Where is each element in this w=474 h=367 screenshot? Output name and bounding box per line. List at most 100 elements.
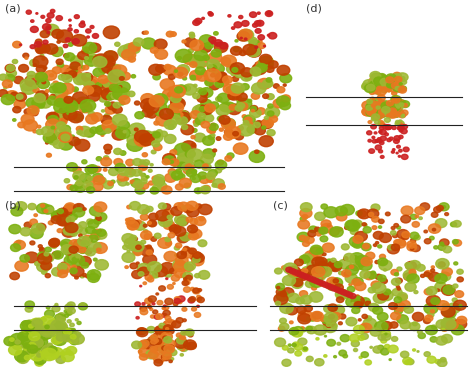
Circle shape	[412, 322, 417, 326]
Circle shape	[371, 98, 383, 106]
Circle shape	[168, 74, 175, 79]
Circle shape	[190, 218, 198, 225]
Circle shape	[183, 272, 192, 280]
Circle shape	[378, 109, 385, 115]
Circle shape	[457, 277, 464, 282]
Circle shape	[170, 150, 177, 155]
Circle shape	[135, 112, 144, 119]
Circle shape	[98, 177, 106, 184]
Circle shape	[30, 219, 37, 225]
Circle shape	[439, 272, 451, 281]
Circle shape	[398, 128, 400, 130]
Circle shape	[257, 12, 260, 14]
Circle shape	[167, 319, 172, 323]
Circle shape	[21, 83, 36, 94]
Circle shape	[392, 149, 395, 150]
Circle shape	[344, 253, 355, 261]
Circle shape	[87, 165, 98, 173]
Circle shape	[345, 273, 357, 283]
Circle shape	[288, 344, 291, 346]
Circle shape	[58, 101, 66, 107]
Circle shape	[11, 92, 18, 97]
Circle shape	[51, 320, 66, 332]
Circle shape	[64, 203, 75, 211]
Circle shape	[25, 306, 33, 312]
Circle shape	[229, 86, 242, 95]
Circle shape	[219, 167, 223, 170]
Circle shape	[163, 305, 169, 310]
Circle shape	[6, 91, 18, 101]
Circle shape	[149, 95, 164, 107]
Circle shape	[140, 99, 156, 111]
Circle shape	[257, 68, 260, 70]
Circle shape	[46, 19, 51, 23]
Circle shape	[374, 109, 383, 116]
Circle shape	[185, 329, 194, 336]
Circle shape	[410, 214, 417, 219]
Circle shape	[188, 49, 193, 53]
Circle shape	[182, 84, 197, 95]
Circle shape	[176, 318, 183, 323]
Circle shape	[72, 257, 79, 262]
Circle shape	[205, 43, 213, 49]
Circle shape	[79, 23, 85, 28]
Circle shape	[27, 106, 39, 115]
Circle shape	[223, 133, 233, 140]
Circle shape	[59, 127, 66, 132]
Circle shape	[171, 98, 183, 107]
Circle shape	[354, 348, 357, 352]
Circle shape	[417, 264, 425, 271]
Circle shape	[173, 302, 178, 306]
Circle shape	[451, 325, 464, 335]
Circle shape	[404, 306, 413, 313]
Circle shape	[40, 247, 43, 250]
Circle shape	[57, 339, 63, 343]
Circle shape	[71, 56, 83, 66]
Circle shape	[210, 82, 219, 90]
Circle shape	[163, 310, 170, 316]
Circle shape	[58, 119, 67, 125]
Circle shape	[223, 76, 232, 83]
Circle shape	[86, 53, 97, 62]
Circle shape	[378, 114, 383, 117]
Circle shape	[73, 255, 80, 260]
Circle shape	[207, 174, 211, 177]
Circle shape	[24, 323, 34, 331]
Circle shape	[229, 96, 232, 99]
Circle shape	[380, 130, 386, 135]
Circle shape	[237, 98, 252, 110]
Circle shape	[399, 86, 402, 88]
Circle shape	[310, 277, 317, 282]
Circle shape	[174, 298, 181, 304]
Circle shape	[396, 152, 398, 154]
Circle shape	[300, 291, 308, 297]
Circle shape	[111, 65, 120, 72]
Circle shape	[180, 353, 183, 356]
Circle shape	[375, 140, 378, 142]
Circle shape	[85, 185, 91, 190]
Circle shape	[82, 73, 93, 81]
Circle shape	[153, 132, 160, 138]
Circle shape	[81, 21, 84, 24]
Circle shape	[321, 204, 328, 209]
Circle shape	[27, 323, 33, 328]
Circle shape	[60, 317, 65, 321]
Circle shape	[152, 303, 155, 305]
Circle shape	[24, 222, 32, 228]
Circle shape	[41, 15, 45, 18]
Text: (c): (c)	[273, 200, 287, 210]
Circle shape	[428, 272, 440, 281]
Circle shape	[209, 37, 216, 42]
Circle shape	[400, 86, 406, 91]
Circle shape	[397, 109, 403, 115]
Circle shape	[37, 354, 41, 357]
Circle shape	[138, 164, 147, 171]
Circle shape	[381, 278, 387, 284]
Circle shape	[64, 314, 69, 317]
Circle shape	[395, 102, 401, 107]
Circle shape	[173, 149, 176, 151]
Circle shape	[331, 286, 337, 291]
Circle shape	[159, 286, 165, 291]
Circle shape	[150, 187, 159, 194]
Circle shape	[45, 24, 59, 35]
